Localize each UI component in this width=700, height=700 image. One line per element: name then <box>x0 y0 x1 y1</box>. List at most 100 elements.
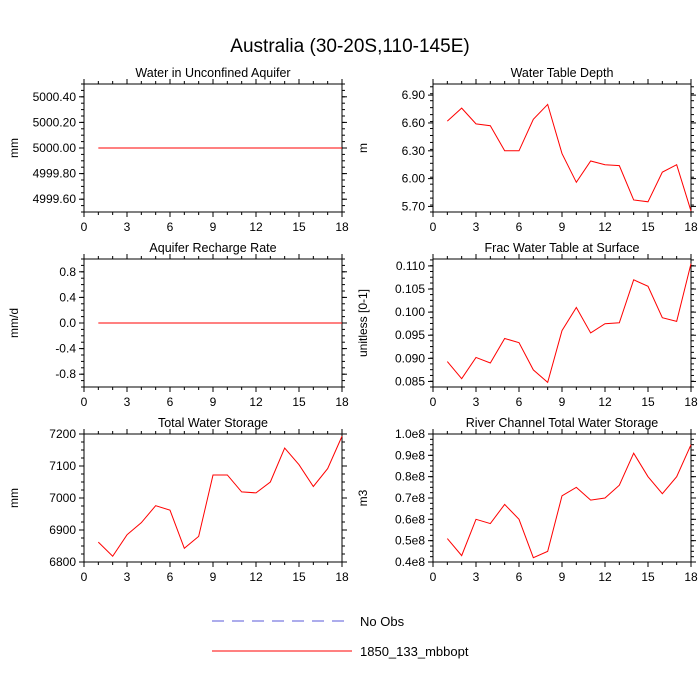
panel-title: Water in Unconfined Aquifer <box>135 66 290 80</box>
x-tick-label: 6 <box>516 570 523 584</box>
x-tick-label: 18 <box>335 395 349 409</box>
x-tick-label: 12 <box>249 220 263 234</box>
figure-title: Australia (30-20S,110-145E) <box>230 36 469 57</box>
panel-2: Water Table Depth m 0 3 6 9 12 15 18 5.70 6.00 6.30… <box>356 66 698 234</box>
x-tick-label: 9 <box>559 395 566 409</box>
x-tick-label: 9 <box>210 570 217 584</box>
y-tick-label: 7000 <box>49 491 76 505</box>
x-tick-label: 3 <box>473 570 480 584</box>
y-tick-label: 0.110 <box>396 259 425 273</box>
y-tick-label: 6900 <box>49 523 76 537</box>
y-axis-label: unitless [0-1] <box>356 289 370 357</box>
panels: Water in Unconfined Aquifer mm 0 3 6 9 12 15 18 4… <box>7 66 698 584</box>
panel-title: River Channel Total Water Storage <box>466 416 659 430</box>
y-axis-label: m3 <box>356 489 370 506</box>
legend-label-2: 1850_133_mbbopt <box>360 644 469 659</box>
x-tick-label: 0 <box>430 570 437 584</box>
y-tick-label: -0.8 <box>55 367 76 381</box>
y-tick-label: 6.30 <box>402 144 426 158</box>
plot-frame <box>432 433 692 563</box>
x-tick-label: 3 <box>124 570 131 584</box>
x-tick-label: 15 <box>641 570 655 584</box>
x-tick-label: 3 <box>124 220 131 234</box>
x-tick-label: 0 <box>81 395 88 409</box>
x-tick-label: 3 <box>473 395 480 409</box>
x-tick-label: 12 <box>598 220 612 234</box>
y-axis-label: m <box>356 143 370 153</box>
series-line <box>446 103 692 212</box>
panel-5: Total Water Storage mm 0 3 6 9 12 15 18 6800 6900 7… <box>7 416 349 584</box>
y-tick-label: 6.90 <box>402 88 426 102</box>
x-tick-label: 18 <box>684 220 698 234</box>
series-line <box>446 263 692 384</box>
legend: No Obs 1850_133_mbbopt <box>212 614 469 659</box>
panel-title: Total Water Storage <box>158 416 268 430</box>
x-tick-label: 0 <box>430 220 437 234</box>
panel-title: Aquifer Recharge Rate <box>149 241 276 255</box>
y-tick-label: 6800 <box>49 555 76 569</box>
series-line <box>446 444 692 559</box>
y-tick-label: 0.090 <box>395 351 425 365</box>
x-tick-label: 12 <box>598 395 612 409</box>
y-tick-label: 0.0 <box>59 316 76 330</box>
panel-6: River Channel Total Water Storage m3 0 3 6 9 1… <box>356 416 698 584</box>
y-tick-label: 4999.60 <box>33 192 77 206</box>
y-tick-label: 0.7e8 <box>395 491 425 505</box>
x-tick-label: 6 <box>516 220 523 234</box>
plot-frame <box>432 258 692 388</box>
y-tick-label: 1.0e8 <box>395 427 425 441</box>
x-tick-label: 6 <box>167 395 174 409</box>
y-tick-label: 7200 <box>49 427 76 441</box>
x-tick-label: 3 <box>124 395 131 409</box>
y-tick-label: 0.6e8 <box>395 512 425 526</box>
y-tick-label: 4999.80 <box>33 167 77 181</box>
x-tick-label: 15 <box>641 220 655 234</box>
y-tick-label: 0.095 <box>395 328 425 342</box>
y-tick-label: 5000.00 <box>33 141 77 155</box>
x-tick-label: 9 <box>210 395 217 409</box>
y-tick-label: 6.00 <box>402 172 426 186</box>
series-line <box>97 436 343 558</box>
x-tick-label: 3 <box>473 220 480 234</box>
y-tick-label: 7100 <box>49 459 76 473</box>
x-tick-label: 15 <box>292 395 306 409</box>
legend-label-1: No Obs <box>360 614 405 629</box>
y-axis-label: mm <box>7 138 21 158</box>
y-tick-label: 5000.20 <box>33 115 77 129</box>
x-tick-label: 18 <box>684 570 698 584</box>
x-tick-label: 18 <box>335 570 349 584</box>
x-tick-label: 0 <box>430 395 437 409</box>
panel-title: Water Table Depth <box>511 66 614 80</box>
x-tick-label: 12 <box>249 570 263 584</box>
x-tick-label: 12 <box>598 570 612 584</box>
y-tick-label: 6.60 <box>402 116 426 130</box>
y-tick-label: 0.4e8 <box>395 555 425 569</box>
y-tick-label: 0.085 <box>395 374 425 388</box>
x-tick-label: 15 <box>641 395 655 409</box>
y-axis-label: mm <box>7 488 21 508</box>
y-tick-label: 0.105 <box>395 282 425 296</box>
x-tick-label: 9 <box>210 220 217 234</box>
y-tick-label: 0.8 <box>59 265 76 279</box>
x-tick-label: 12 <box>249 395 263 409</box>
x-tick-label: 0 <box>81 570 88 584</box>
x-tick-label: 15 <box>292 570 306 584</box>
x-tick-label: 0 <box>81 220 88 234</box>
panel-1: Water in Unconfined Aquifer mm 0 3 6 9 12 15 18 4… <box>7 66 349 234</box>
y-tick-label: 5000.40 <box>33 90 77 104</box>
x-tick-label: 18 <box>684 395 698 409</box>
y-tick-label: -0.4 <box>55 342 76 356</box>
x-tick-label: 6 <box>167 220 174 234</box>
x-tick-label: 6 <box>167 570 174 584</box>
panel-3: Aquifer Recharge Rate mm/d 0 3 6 9 12 15 18 -0.8 -… <box>7 241 349 409</box>
panel-4: Frac Water Table at Surface unitless [0-1… <box>356 241 698 409</box>
y-tick-label: 0.8e8 <box>395 470 425 484</box>
x-tick-label: 6 <box>516 395 523 409</box>
y-tick-label: 0.4 <box>59 290 76 304</box>
x-tick-label: 15 <box>292 220 306 234</box>
panel-title: Frac Water Table at Surface <box>485 241 640 255</box>
y-tick-label: 0.5e8 <box>395 534 425 548</box>
y-tick-label: 5.70 <box>402 199 426 213</box>
plot-frame <box>83 433 343 563</box>
x-tick-label: 9 <box>559 570 566 584</box>
